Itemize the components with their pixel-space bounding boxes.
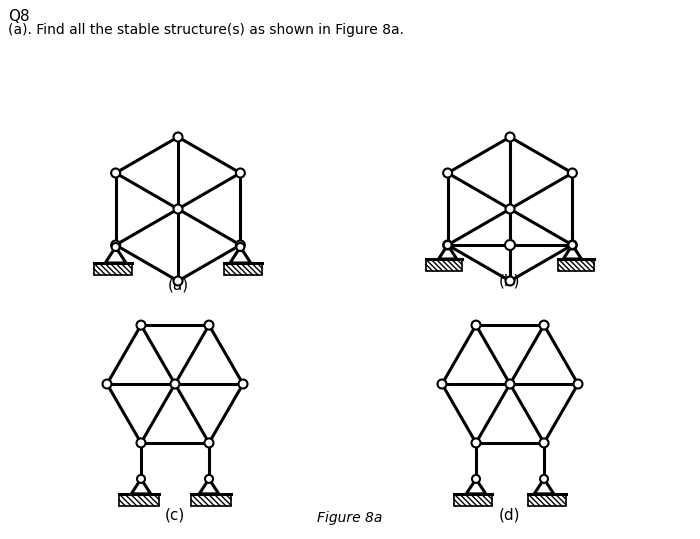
Text: Figure 8a: Figure 8a <box>317 511 383 525</box>
Text: Q8: Q8 <box>8 9 29 24</box>
Circle shape <box>174 277 183 286</box>
Circle shape <box>443 169 452 177</box>
Text: (d): (d) <box>499 508 521 523</box>
Circle shape <box>111 243 120 251</box>
Circle shape <box>472 438 480 447</box>
Circle shape <box>111 240 120 250</box>
Circle shape <box>236 169 245 177</box>
Circle shape <box>443 240 452 250</box>
Circle shape <box>136 321 146 330</box>
Circle shape <box>505 204 514 213</box>
Circle shape <box>236 240 245 250</box>
Circle shape <box>505 379 514 389</box>
Bar <box>426 259 461 271</box>
Circle shape <box>174 133 183 142</box>
Text: (c): (c) <box>165 508 185 523</box>
Circle shape <box>136 438 146 447</box>
Circle shape <box>505 133 514 142</box>
Circle shape <box>568 240 577 250</box>
Bar <box>119 494 159 506</box>
Circle shape <box>174 204 183 213</box>
Circle shape <box>205 475 213 483</box>
Circle shape <box>540 438 549 447</box>
Circle shape <box>472 321 480 330</box>
Text: (a): (a) <box>167 277 188 292</box>
Circle shape <box>171 379 179 389</box>
Circle shape <box>239 379 248 389</box>
Circle shape <box>204 438 214 447</box>
Circle shape <box>137 475 145 483</box>
Bar <box>94 263 132 275</box>
Circle shape <box>505 277 514 286</box>
Circle shape <box>573 379 582 389</box>
Circle shape <box>237 243 244 251</box>
Circle shape <box>444 241 452 249</box>
Circle shape <box>438 379 447 389</box>
Text: (b): (b) <box>499 273 521 288</box>
Circle shape <box>568 241 576 249</box>
Bar <box>559 259 594 271</box>
Circle shape <box>204 321 214 330</box>
Bar <box>191 494 231 506</box>
Bar <box>454 494 492 506</box>
Circle shape <box>111 169 120 177</box>
Circle shape <box>540 475 548 483</box>
Bar <box>225 263 262 275</box>
Circle shape <box>472 475 480 483</box>
Text: (a). Find all the stable structure(s) as shown in Figure 8a.: (a). Find all the stable structure(s) as… <box>8 23 404 37</box>
Circle shape <box>568 169 577 177</box>
Circle shape <box>540 321 549 330</box>
Bar <box>528 494 566 506</box>
Circle shape <box>505 240 515 250</box>
Circle shape <box>102 379 111 389</box>
